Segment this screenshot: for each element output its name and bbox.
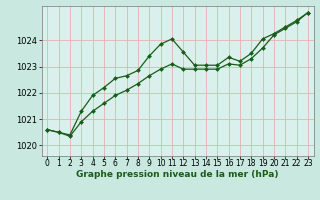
X-axis label: Graphe pression niveau de la mer (hPa): Graphe pression niveau de la mer (hPa)	[76, 170, 279, 179]
